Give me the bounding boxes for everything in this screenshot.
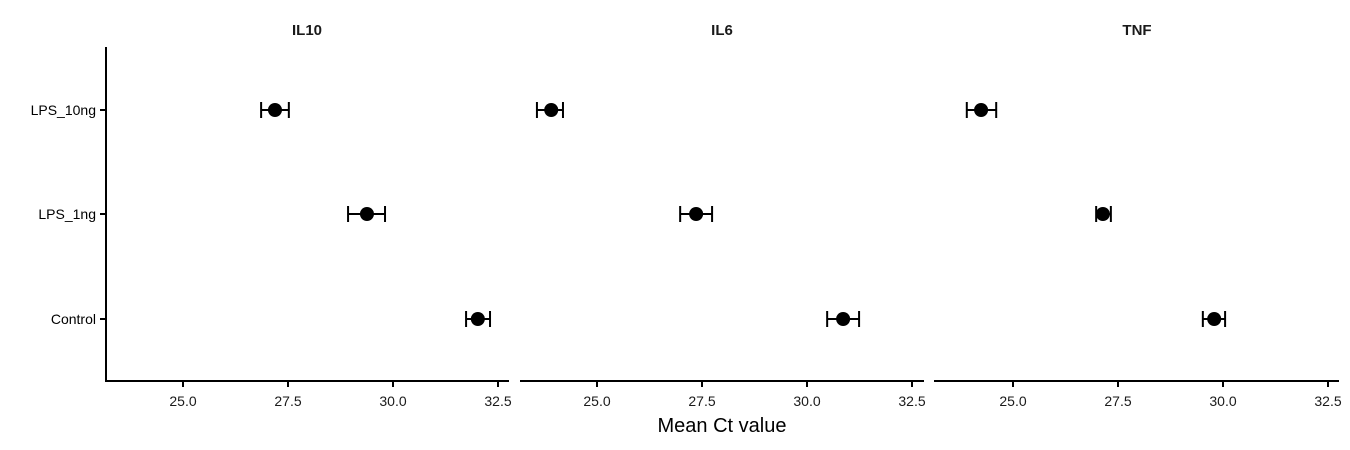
mean-dot (974, 103, 989, 117)
y-label-lps-1ng: LPS_1ng (38, 206, 96, 222)
x-tick-label: 25.0 (583, 393, 610, 409)
y-axis: LPS_10ng LPS_1ng Control (31, 47, 107, 381)
y-label-control: Control (51, 311, 96, 327)
x-tick-label: 25.0 (999, 393, 1026, 409)
mean-dot (836, 312, 851, 326)
facet-tnf: 25.0 27.5 30.0 32.5 (934, 102, 1342, 409)
facet-il6: 25.0 27.5 30.0 32.5 (520, 102, 926, 409)
facet-title-il6: IL6 (711, 22, 733, 39)
data-point-tnf-lps-10ng (965, 102, 998, 118)
mean-dot (359, 207, 374, 221)
mean-dot (1207, 312, 1222, 326)
x-tick-label: 30.0 (379, 393, 406, 409)
x-tick-label: 32.5 (898, 393, 925, 409)
x-tick-label: 30.0 (1209, 393, 1236, 409)
mean-dot (1095, 207, 1110, 221)
x-tick-label: 27.5 (1104, 393, 1131, 409)
x-tick-label: 27.5 (688, 393, 715, 409)
mean-dot (470, 312, 485, 326)
data-point-il10-lps-1ng (347, 206, 387, 222)
data-point-tnf-control (1201, 311, 1227, 327)
facet-title-il10: IL10 (292, 22, 322, 39)
mean-dot (689, 207, 704, 221)
facet-title-tnf: TNF (1122, 22, 1151, 39)
x-tick-label: 32.5 (484, 393, 511, 409)
y-label-lps-10ng: LPS_10ng (31, 102, 96, 118)
mean-dot (544, 103, 559, 117)
x-axis-title: Mean Ct value (658, 415, 787, 437)
data-point-il6-control (826, 311, 861, 327)
data-point-il6-lps-10ng (535, 102, 564, 118)
mean-dot (267, 103, 282, 117)
x-tick-label: 25.0 (169, 393, 196, 409)
x-tick-label: 27.5 (274, 393, 301, 409)
data-point-tnf-lps-1ng (1095, 206, 1112, 222)
facet-il10: 25.0 27.5 30.0 32.5 (105, 102, 512, 409)
data-point-il6-lps-1ng (679, 206, 714, 222)
data-point-il10-lps-10ng (260, 102, 290, 118)
x-tick-label: 30.0 (793, 393, 820, 409)
data-point-il10-control (465, 311, 492, 327)
x-tick-label: 32.5 (1314, 393, 1341, 409)
